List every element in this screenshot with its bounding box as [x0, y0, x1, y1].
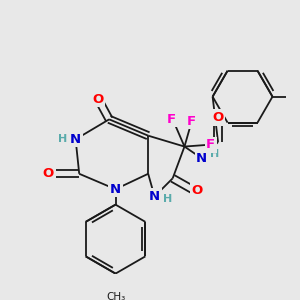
Text: O: O — [192, 184, 203, 196]
Text: CH₃: CH₃ — [106, 292, 125, 300]
Text: H: H — [58, 134, 68, 144]
Text: H: H — [163, 194, 172, 204]
Text: F: F — [187, 115, 196, 128]
Text: O: O — [93, 93, 104, 106]
Text: O: O — [212, 111, 224, 124]
Text: N: N — [70, 133, 81, 146]
Text: N: N — [149, 190, 160, 203]
Text: F: F — [206, 138, 215, 151]
Text: N: N — [110, 183, 121, 196]
Text: F: F — [166, 113, 176, 126]
Text: N: N — [196, 152, 207, 165]
Text: O: O — [43, 167, 54, 180]
Text: H: H — [210, 149, 219, 159]
